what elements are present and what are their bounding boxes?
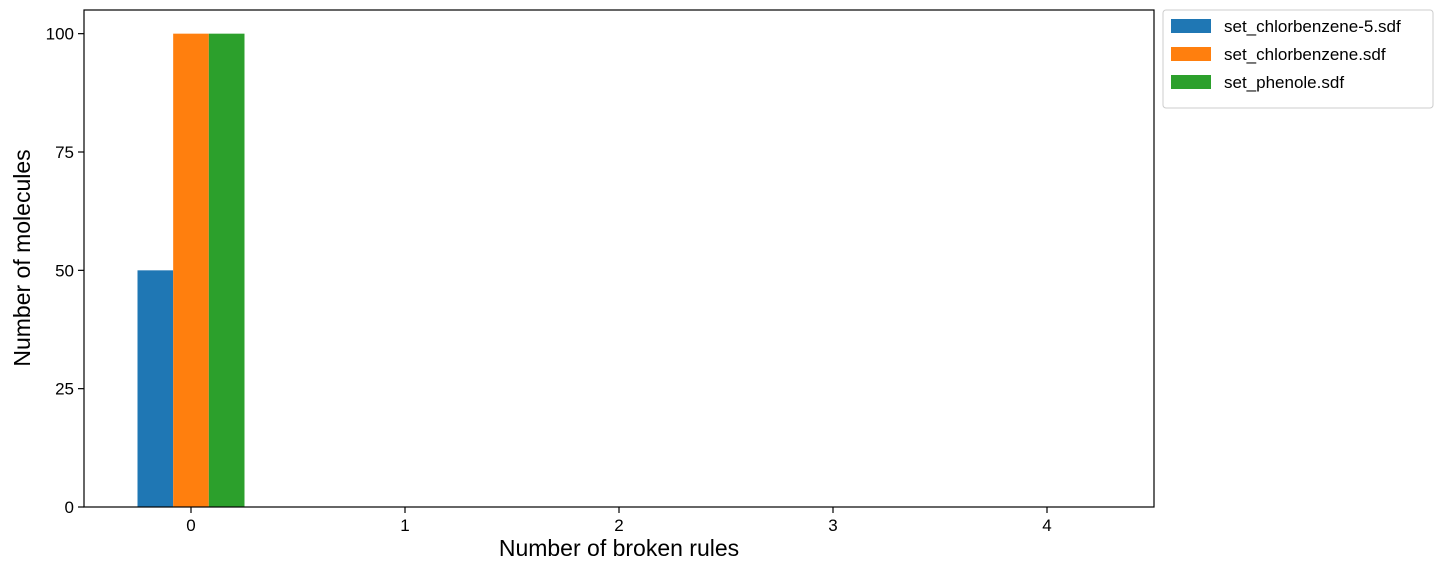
x-axis-title: Number of broken rules [499,535,739,561]
legend-swatch [1171,19,1211,33]
y-tick-label: 75 [55,143,74,162]
legend-frame [1162,9,1434,109]
y-tick-label: 50 [55,261,74,280]
x-axis: 0 1 2 3 4 [186,507,1052,535]
bar-set_phenole.sdf-0 [208,33,245,508]
legend-swatch [1171,47,1211,61]
x-tick-label: 1 [400,516,409,535]
legend-label: set_chlorbenzene.sdf [1224,45,1386,64]
y-tick-label: 100 [46,25,74,44]
legend-label: set_chlorbenzene-5.sdf [1224,17,1401,36]
y-tick-label: 25 [55,380,74,399]
y-axis: 0 25 50 75 100 [46,25,84,517]
x-tick-label: 0 [186,516,195,535]
bar-set_chlorbenzene.sdf-0 [173,33,209,508]
bar-set_chlorbenzene-5.sdf-0 [137,270,174,507]
legend-label: set_phenole.sdf [1224,73,1344,92]
y-axis-title: Number of molecules [9,149,35,366]
bars-layer [137,33,245,508]
legend-swatch [1171,75,1211,89]
x-tick-label: 3 [828,516,837,535]
legend: set_chlorbenzene-5.sdf set_chlorbenzene.s… [1162,9,1434,109]
y-tick-label: 0 [65,498,74,517]
x-tick-label: 2 [614,516,623,535]
x-tick-label: 4 [1042,516,1051,535]
